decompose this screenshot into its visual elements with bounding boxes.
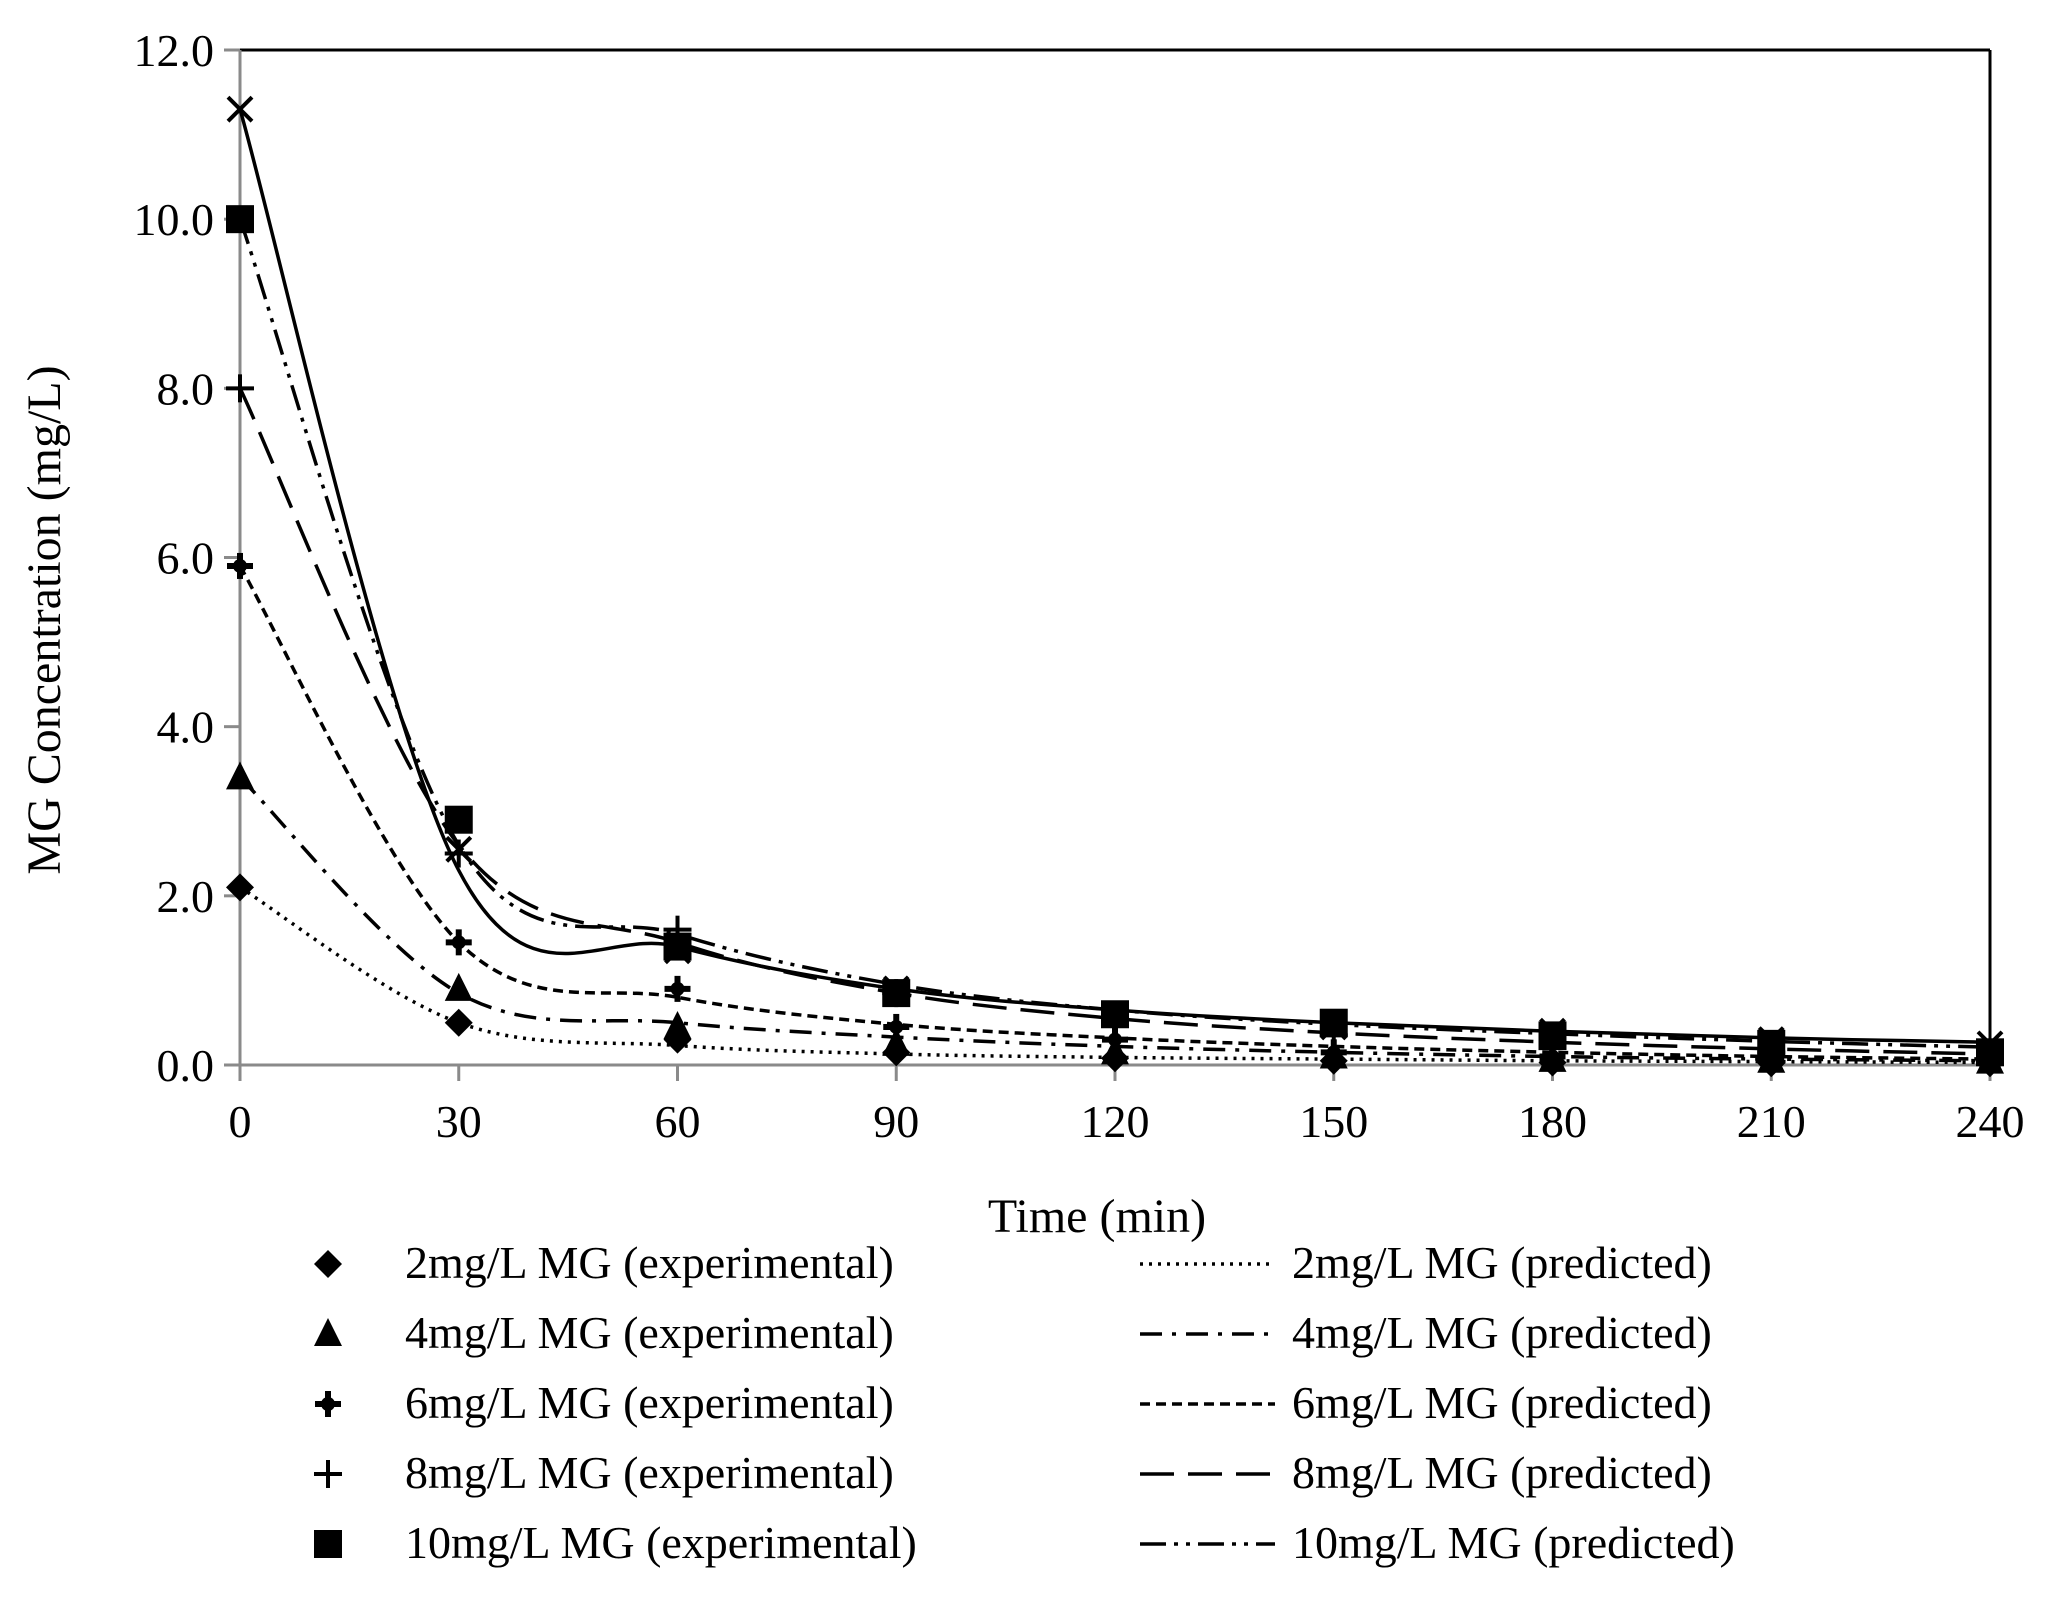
data-point — [664, 937, 691, 965]
triangle-marker — [226, 761, 254, 790]
legend-label-experimental: 6mg/L MG (experimental) — [405, 1377, 894, 1428]
legend: 2mg/L MG (experimental) 4mg/L MG (experim… — [314, 1237, 1735, 1568]
x-axis-title: Time (min) — [988, 1190, 1206, 1243]
legend-label-predicted: 6mg/L MG (predicted) — [1292, 1377, 1712, 1428]
legend-marker — [314, 1250, 342, 1278]
predicted-line — [238, 776, 1991, 1063]
data-point — [1102, 1026, 1128, 1053]
triangle-marker — [314, 1318, 342, 1346]
cross-marker-b — [664, 937, 691, 965]
triangle-marker — [444, 972, 473, 1001]
data-point — [226, 374, 254, 403]
y-tick-label: 2.0 — [157, 871, 215, 922]
data-point — [444, 839, 473, 868]
data-point — [663, 932, 692, 961]
x-tick-label: 0 — [229, 1096, 252, 1147]
legend-label-experimental: 2mg/L MG (experimental) — [405, 1237, 894, 1288]
data-point — [227, 552, 253, 579]
data-point — [1539, 1017, 1566, 1045]
plot-frame — [240, 48, 1992, 1065]
data-point — [1976, 1030, 2004, 1058]
y-axis-title: MG Concentration (mg/L) — [18, 365, 71, 874]
data-point — [1538, 1021, 1567, 1050]
y-tick-label: 0.0 — [157, 1040, 215, 1091]
x-tick-label: 240 — [1956, 1096, 2025, 1147]
legend-label-predicted: 10mg/L MG (predicted) — [1292, 1517, 1735, 1568]
data-point — [882, 1027, 911, 1056]
data-point — [1757, 1026, 1785, 1054]
legend-label-predicted: 2mg/L MG (predicted) — [1292, 1237, 1712, 1288]
x-tick-label: 60 — [655, 1096, 701, 1147]
x-tick-label: 210 — [1737, 1096, 1806, 1147]
legend-marker — [314, 1318, 342, 1346]
cross-marker-b — [226, 95, 254, 123]
square-marker — [444, 805, 473, 834]
data-point — [226, 95, 254, 123]
square-marker — [882, 979, 911, 1008]
data-point — [1319, 1008, 1348, 1037]
square-marker — [226, 205, 254, 234]
x-tick-label: 120 — [1081, 1096, 1150, 1147]
data-point — [226, 873, 254, 902]
data-point — [1320, 1013, 1348, 1041]
data-point — [882, 979, 911, 1008]
data-point — [444, 1008, 473, 1037]
triangle-marker — [882, 1027, 911, 1056]
triangle-marker — [663, 1010, 692, 1039]
experimental-points — [226, 95, 2004, 1078]
cross-marker-b — [1539, 1017, 1566, 1045]
data-point — [1757, 1029, 1786, 1058]
y-tick-label: 4.0 — [157, 702, 215, 753]
legend-label-experimental: 10mg/L MG (experimental) — [405, 1517, 917, 1568]
y-tick-label: 10.0 — [134, 194, 215, 245]
legend-label-predicted: 8mg/L MG (predicted) — [1292, 1447, 1712, 1498]
square-marker — [1538, 1021, 1567, 1050]
square-marker — [1319, 1008, 1348, 1037]
data-point — [226, 761, 254, 790]
x-tick-label: 30 — [436, 1096, 482, 1147]
data-point — [664, 975, 691, 1002]
y-axis: 0.0 2.0 4.0 6.0 8.0 10.0 12.0 — [134, 25, 242, 1091]
square-marker — [314, 1530, 342, 1558]
x-axis: 0 30 60 90 120 150 180 210 240 — [229, 1063, 2025, 1147]
cross-marker-b — [1101, 1000, 1129, 1028]
x-tick-label: 180 — [1518, 1096, 1587, 1147]
cross-marker-b — [1757, 1026, 1785, 1054]
square-marker — [663, 932, 692, 961]
data-point — [444, 972, 473, 1001]
predicted-lines — [238, 108, 1991, 1065]
data-point — [1101, 1000, 1129, 1028]
data-point — [663, 1010, 692, 1039]
diamond-marker — [314, 1250, 342, 1278]
y-tick-label: 12.0 — [134, 25, 215, 76]
cross-marker-b — [882, 975, 910, 1003]
diamond-marker — [444, 1008, 473, 1037]
legend-label-experimental: 8mg/L MG (experimental) — [405, 1447, 894, 1498]
legend-marker — [315, 1391, 341, 1417]
data-point — [445, 929, 472, 956]
y-tick-label: 6.0 — [157, 533, 215, 584]
data-point — [226, 205, 254, 234]
cross-marker-b — [1976, 1030, 2004, 1058]
y-tick-label: 8.0 — [157, 363, 215, 414]
data-point — [445, 835, 473, 863]
legend-marker — [314, 1460, 342, 1488]
square-marker — [1757, 1029, 1786, 1058]
legend-label-predicted: 4mg/L MG (predicted) — [1292, 1307, 1712, 1358]
predicted-line — [238, 218, 1991, 1049]
legend-marker — [314, 1530, 342, 1558]
legend-label-experimental: 4mg/L MG (experimental) — [405, 1307, 894, 1358]
data-point — [883, 1013, 910, 1040]
cross-marker-b — [1320, 1013, 1348, 1041]
x-tick-label: 150 — [1299, 1096, 1368, 1147]
diamond-marker — [226, 873, 254, 902]
predicted-line — [238, 108, 1991, 1044]
data-point — [882, 975, 910, 1003]
x-tick-label: 90 — [873, 1096, 919, 1147]
cross-marker-b — [445, 835, 473, 863]
data-point — [444, 805, 473, 834]
